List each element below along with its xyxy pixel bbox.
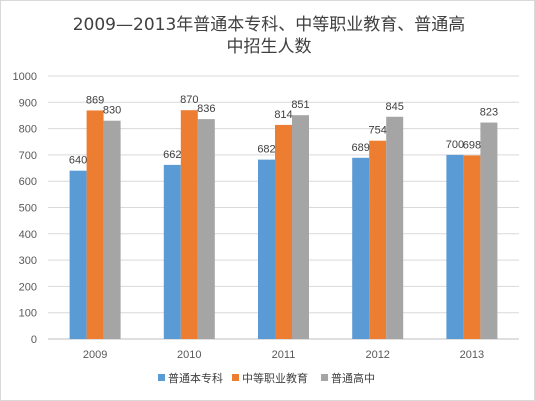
legend-entry-1: 中等职业教育 <box>242 371 308 385</box>
data-label: 870 <box>180 94 198 106</box>
bar-2009-series-1 <box>86 110 104 339</box>
data-label: 662 <box>163 149 181 161</box>
data-label: 830 <box>103 105 121 117</box>
y-axis-ticks: 0 100 200 300 400 500 600 700 800 900 1000 <box>13 71 37 346</box>
y-tick-label: 200 <box>19 281 37 293</box>
y-tick-label: 900 <box>19 97 37 109</box>
y-tick-label: 600 <box>19 176 37 188</box>
legend-entry-2: 普通高中 <box>331 371 375 385</box>
legend-swatch-0 <box>158 374 165 381</box>
bar-2012-series-1 <box>369 140 387 339</box>
x-tick-label: 2010 <box>177 349 201 361</box>
data-label: 640 <box>69 155 87 167</box>
bars <box>69 110 498 340</box>
bar-2010-series-0 <box>163 164 181 339</box>
y-tick-label: 400 <box>19 229 37 241</box>
bar-2012-series-2 <box>386 116 404 339</box>
bar-2009-series-0 <box>69 170 87 339</box>
bar-2012-series-0 <box>352 157 370 339</box>
data-label: 754 <box>369 125 387 137</box>
y-tick-label: 700 <box>19 150 37 162</box>
bar-2013-series-0 <box>446 154 464 339</box>
x-axis-ticks: 2009 2010 2011 2012 2013 <box>83 349 484 361</box>
data-label: 814 <box>274 109 292 121</box>
y-tick-label: 300 <box>19 255 37 267</box>
data-label: 836 <box>197 103 215 115</box>
bar-2009-series-2 <box>103 120 121 340</box>
bar-2010-series-2 <box>197 119 215 339</box>
bar-2011-series-1 <box>275 124 292 339</box>
data-label: 698 <box>463 139 481 151</box>
data-label: 869 <box>86 94 104 106</box>
x-tick-label: 2013 <box>460 349 484 361</box>
legend-entry-0: 普通本专科 <box>168 371 223 385</box>
data-label: 682 <box>257 144 275 156</box>
data-label: 845 <box>386 101 404 113</box>
bar-2010-series-1 <box>180 110 198 339</box>
data-label: 700 <box>446 139 464 151</box>
y-tick-label: 800 <box>19 124 37 136</box>
y-tick-label: 100 <box>19 308 37 320</box>
data-label: 851 <box>291 99 309 111</box>
legend-swatch-2 <box>321 374 328 381</box>
y-tick-label: 0 <box>31 334 37 346</box>
data-label: 823 <box>480 107 498 119</box>
legend-swatch-1 <box>232 374 239 381</box>
data-label: 689 <box>352 142 370 154</box>
bar-2011-series-0 <box>258 159 275 339</box>
x-tick-label: 2011 <box>272 349 296 361</box>
bar-2013-series-2 <box>480 122 498 340</box>
y-tick-label: 1000 <box>13 71 37 83</box>
x-tick-label: 2009 <box>83 349 107 361</box>
bar-2011-series-2 <box>292 115 309 339</box>
chart-title-line-2: 中招生人数 <box>227 37 312 57</box>
legend: 普通本专科 中等职业教育 普通高中 <box>158 371 375 385</box>
x-tick-label: 2012 <box>365 349 389 361</box>
bar-2013-series-1 <box>463 155 481 339</box>
chart-title-line-1: 2009—2013年普通本专科、中等职业教育、普通高 <box>73 15 466 35</box>
y-tick-label: 500 <box>19 203 37 215</box>
